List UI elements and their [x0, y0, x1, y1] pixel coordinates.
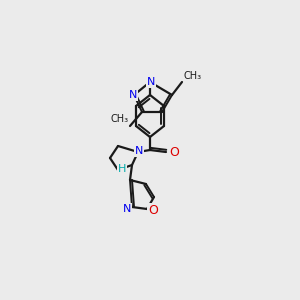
- Text: CH₃: CH₃: [111, 114, 129, 124]
- Text: O: O: [148, 203, 158, 217]
- Text: N: N: [135, 146, 143, 156]
- Text: N: N: [147, 77, 155, 87]
- Text: H: H: [118, 164, 126, 174]
- Text: O: O: [169, 146, 179, 158]
- Text: CH₃: CH₃: [184, 71, 202, 81]
- Text: N: N: [129, 90, 137, 100]
- Text: N: N: [123, 204, 131, 214]
